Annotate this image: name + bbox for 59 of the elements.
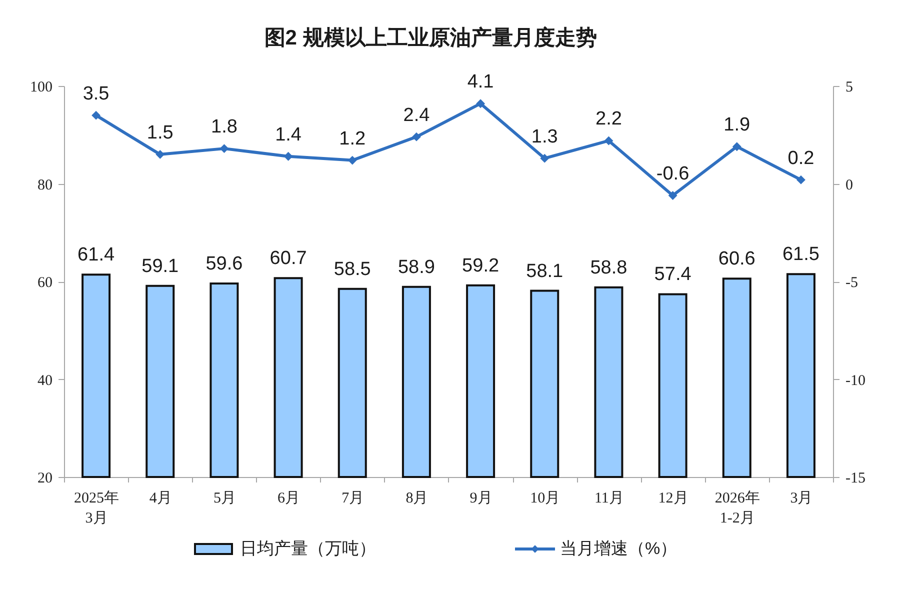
data-label: -0.6 [656,163,690,184]
point [476,99,486,108]
x-tick-label: 2025年 3月 [74,490,120,526]
x-tick-label: 7月 [342,490,364,506]
data-label: 60.6 [718,248,756,270]
x-tick-label: 9月 [470,490,492,506]
point [220,144,229,154]
point [796,175,806,184]
x-tick-label: 5月 [213,490,236,506]
data-label: 59.1 [142,256,179,277]
y-tick-label: 60 [38,275,52,291]
legend-label: 当月增速（%） [560,539,678,558]
y-tick-label: 80 [38,177,52,194]
data-label: 59.2 [462,255,500,276]
point [92,110,101,120]
x-tick-label: 2026年 1-2月 [714,490,760,526]
y2-tick-label: 5 [846,80,853,96]
data-label: 61.4 [78,244,115,266]
y2-tick-label: 0 [846,177,853,194]
point [540,154,550,163]
y-tick-label: 100 [30,80,52,96]
data-label: 58.9 [398,256,435,278]
x-tick-label: 10月 [530,490,560,506]
chart-title: 图2 规模以上工业原油产量月度走势 [264,26,597,50]
data-label: 59.6 [206,253,243,274]
data-label: 57.4 [654,264,692,286]
point [284,152,293,161]
data-label: 2.4 [403,104,430,126]
x-tick-label: 11月 [594,490,624,506]
data-label: 1.4 [275,124,302,146]
data-label: 58.5 [334,258,371,280]
data-label: 58.8 [590,257,628,278]
legend-label: 日均产量（万吨） [240,539,376,558]
x-tick-label: 8月 [406,490,428,506]
x-tick-label: 4月 [149,490,172,506]
x-tick-label: 6月 [278,490,300,506]
x-tick-label: 3月 [790,490,813,506]
y-tick-label: 40 [38,372,52,389]
data-label: 4.1 [467,72,494,93]
data-label: 1.2 [339,128,366,150]
data-label: 2.2 [595,108,622,130]
point [412,132,421,142]
point [732,142,742,152]
x-tick-label: 12月 [658,490,688,506]
point [668,191,678,200]
data-label: 1.3 [531,126,558,148]
data-label: 1.9 [724,114,750,136]
data-label: 58.1 [526,260,564,282]
y2-tick-label: -15 [846,470,866,486]
data-label: 0.2 [788,148,814,169]
data-label: 3.5 [82,83,110,104]
y2-tick-label: -10 [846,372,866,389]
data-label: 60.7 [270,248,307,270]
point [604,136,614,146]
y-tick-label: 20 [38,470,52,486]
data-label: 61.5 [782,244,820,266]
data-label: 1.5 [146,122,174,144]
y2-tick-label: -5 [846,275,858,291]
data-label: 1.8 [210,116,238,138]
